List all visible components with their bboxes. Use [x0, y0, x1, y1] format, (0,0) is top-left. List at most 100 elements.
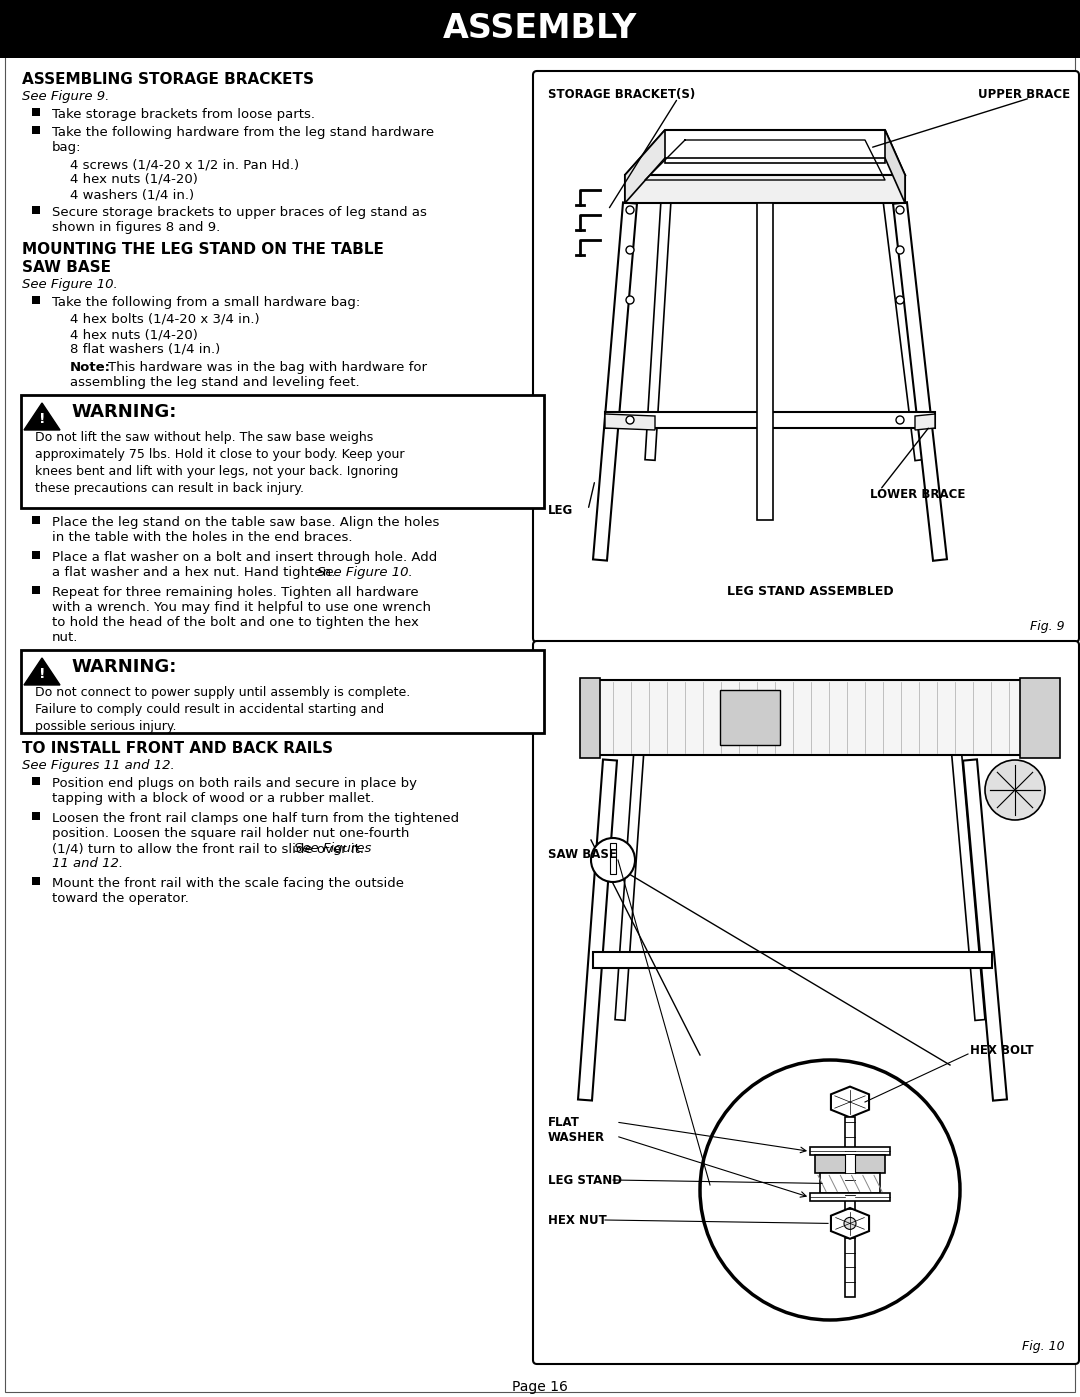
Text: (1/4) turn to allow the front rail to slide over it.: (1/4) turn to allow the front rail to sl…	[52, 842, 368, 855]
Text: Take the following hardware from the leg stand hardware: Take the following hardware from the leg…	[52, 126, 434, 138]
Polygon shape	[950, 735, 985, 1020]
Text: toward the operator.: toward the operator.	[52, 893, 189, 905]
Polygon shape	[893, 203, 947, 560]
Text: Mount the front rail with the scale facing the outside: Mount the front rail with the scale faci…	[52, 877, 404, 890]
Polygon shape	[831, 1208, 869, 1239]
Polygon shape	[845, 1118, 855, 1296]
Text: Place the leg stand on the table saw base. Align the holes: Place the leg stand on the table saw bas…	[52, 515, 440, 529]
Polygon shape	[24, 658, 60, 685]
Circle shape	[626, 205, 634, 214]
Polygon shape	[605, 412, 935, 427]
Text: bag:: bag:	[52, 141, 81, 154]
Polygon shape	[875, 134, 924, 461]
Circle shape	[896, 246, 904, 254]
Text: WARNING:: WARNING:	[71, 402, 176, 420]
Text: 4 hex nuts (1/4-20): 4 hex nuts (1/4-20)	[70, 173, 198, 186]
Text: ASSEMBLING STORAGE BRACKETS: ASSEMBLING STORAGE BRACKETS	[22, 73, 314, 87]
Polygon shape	[605, 414, 654, 430]
Bar	[32, 585, 40, 594]
Text: Place a flat washer on a bolt and insert through hole. Add: Place a flat washer on a bolt and insert…	[52, 550, 437, 564]
FancyBboxPatch shape	[534, 641, 1079, 1363]
Text: 4 washers (1/4 in.): 4 washers (1/4 in.)	[70, 189, 194, 201]
Text: WARNING:: WARNING:	[71, 658, 176, 676]
Text: position. Loosen the square rail holder nut one-fourth: position. Loosen the square rail holder …	[52, 827, 409, 840]
Text: 11 and 12.: 11 and 12.	[52, 856, 123, 870]
Polygon shape	[720, 690, 780, 745]
Text: HEX NUT: HEX NUT	[548, 1214, 607, 1227]
Text: Take storage brackets from loose parts.: Take storage brackets from loose parts.	[52, 108, 315, 122]
Polygon shape	[885, 130, 905, 203]
Text: See Figures 11 and 12.: See Figures 11 and 12.	[22, 759, 175, 773]
Text: a flat washer and a hex nut. Hand tighten.: a flat washer and a hex nut. Hand tighte…	[52, 566, 339, 578]
Text: STORAGE BRACKET(S): STORAGE BRACKET(S)	[548, 88, 696, 101]
Bar	[32, 296, 40, 305]
FancyBboxPatch shape	[534, 71, 1079, 643]
Polygon shape	[820, 1173, 880, 1193]
FancyBboxPatch shape	[21, 650, 544, 733]
Polygon shape	[625, 130, 905, 175]
Bar	[0, 0, 1080, 59]
Text: See Figures: See Figures	[294, 842, 372, 855]
Text: MOUNTING THE LEG STAND ON THE TABLE: MOUNTING THE LEG STAND ON THE TABLE	[22, 242, 383, 257]
Polygon shape	[593, 203, 637, 560]
Polygon shape	[585, 680, 1055, 754]
Text: LEG STAND: LEG STAND	[548, 1173, 622, 1186]
Text: ASSEMBLY: ASSEMBLY	[443, 13, 637, 46]
Text: UPPER BRACE: UPPER BRACE	[977, 88, 1070, 101]
Circle shape	[591, 838, 635, 882]
Text: TO INSTALL FRONT AND BACK RAILS: TO INSTALL FRONT AND BACK RAILS	[22, 740, 333, 756]
Polygon shape	[645, 134, 675, 460]
Text: !: !	[39, 668, 45, 682]
Text: nut.: nut.	[52, 631, 79, 644]
Polygon shape	[625, 175, 905, 203]
Polygon shape	[757, 203, 773, 520]
Text: to hold the head of the bolt and one to tighten the hex: to hold the head of the bolt and one to …	[52, 616, 419, 629]
Polygon shape	[24, 402, 60, 430]
FancyBboxPatch shape	[21, 395, 544, 509]
Polygon shape	[915, 414, 935, 430]
Text: Fig. 10: Fig. 10	[1023, 1340, 1065, 1354]
Text: 4 screws (1/4-20 x 1/2 in. Pan Hd.): 4 screws (1/4-20 x 1/2 in. Pan Hd.)	[70, 158, 299, 170]
Text: LOWER BRACE: LOWER BRACE	[870, 489, 966, 502]
Text: assembling the leg stand and leveling feet.: assembling the leg stand and leveling fe…	[70, 376, 360, 388]
Text: Secure storage brackets to upper braces of leg stand as: Secure storage brackets to upper braces …	[52, 205, 427, 219]
Text: Take the following from a small hardware bag:: Take the following from a small hardware…	[52, 296, 361, 309]
Bar	[32, 812, 40, 820]
Polygon shape	[610, 842, 616, 875]
Polygon shape	[1020, 678, 1059, 759]
Polygon shape	[615, 735, 645, 1020]
Polygon shape	[845, 1155, 855, 1173]
Bar	[32, 550, 40, 559]
Polygon shape	[831, 1087, 869, 1118]
Text: 4 hex bolts (1/4-20 x 3/4 in.): 4 hex bolts (1/4-20 x 3/4 in.)	[70, 313, 259, 326]
Text: Page 16: Page 16	[512, 1380, 568, 1394]
Polygon shape	[593, 951, 993, 968]
Bar	[32, 877, 40, 886]
Polygon shape	[578, 760, 617, 1101]
Polygon shape	[810, 1193, 890, 1201]
Circle shape	[896, 205, 904, 214]
Text: with a wrench. You may find it helpful to use one wrench: with a wrench. You may find it helpful t…	[52, 601, 431, 615]
Text: See Figure 10.: See Figure 10.	[22, 278, 118, 291]
Text: SAW BASE: SAW BASE	[548, 848, 617, 862]
Circle shape	[896, 416, 904, 425]
Polygon shape	[815, 1155, 885, 1173]
Bar	[32, 515, 40, 524]
Polygon shape	[963, 760, 1007, 1101]
Bar	[32, 777, 40, 785]
Text: HEX BOLT: HEX BOLT	[970, 1044, 1034, 1056]
Polygon shape	[810, 1147, 890, 1155]
Circle shape	[626, 246, 634, 254]
Polygon shape	[665, 158, 885, 163]
Text: Position end plugs on both rails and secure in place by: Position end plugs on both rails and sec…	[52, 777, 417, 789]
Text: tapping with a block of wood or a rubber mallet.: tapping with a block of wood or a rubber…	[52, 792, 375, 805]
Circle shape	[985, 760, 1045, 820]
Circle shape	[700, 1060, 960, 1320]
Text: Repeat for three remaining holes. Tighten all hardware: Repeat for three remaining holes. Tighte…	[52, 585, 419, 599]
Text: 8 flat washers (1/4 in.): 8 flat washers (1/4 in.)	[70, 344, 220, 356]
Polygon shape	[580, 678, 600, 759]
Bar	[32, 205, 40, 214]
Text: LEG STAND ASSEMBLED: LEG STAND ASSEMBLED	[727, 585, 893, 598]
Text: Do not connect to power supply until assembly is complete.
Failure to comply cou: Do not connect to power supply until ass…	[35, 686, 410, 733]
Bar	[32, 126, 40, 134]
